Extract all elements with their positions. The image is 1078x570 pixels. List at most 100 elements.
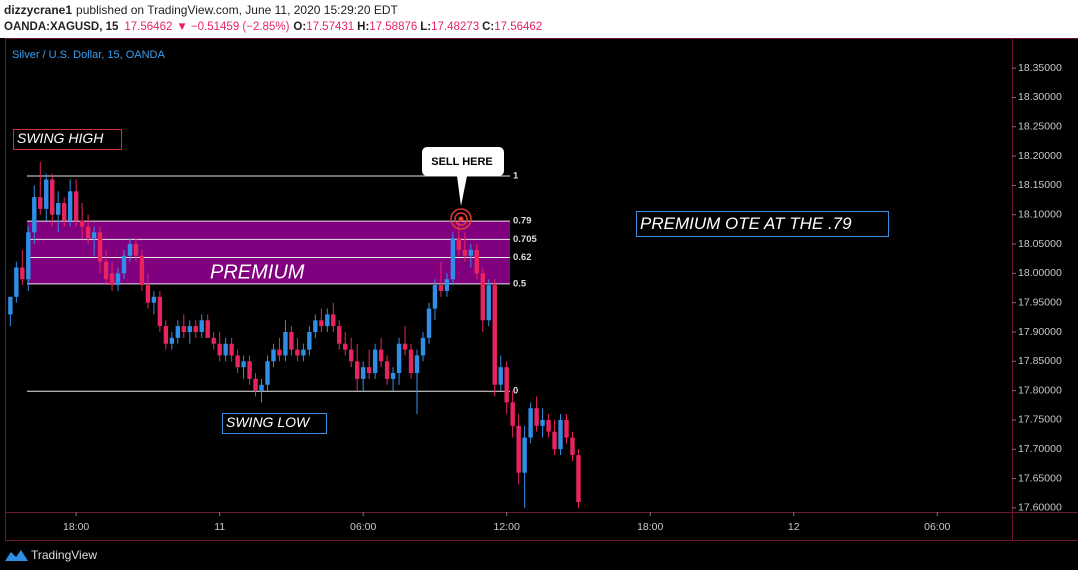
candle-body — [426, 308, 432, 338]
last-price: 17.56462 — [124, 21, 172, 33]
candle-body — [151, 296, 157, 303]
candle-body — [229, 343, 234, 356]
candle-body — [396, 343, 402, 374]
ohlc-label: H: — [357, 21, 369, 33]
candle-body — [217, 343, 222, 356]
callout: SELL HERE — [422, 147, 504, 230]
axes: 18.35000 18.30000 18.25000 18.20000 18.15000… — [63, 62, 1062, 533]
candle-body — [277, 349, 282, 356]
candle-body — [14, 267, 19, 297]
candle-body — [235, 355, 240, 368]
candle-body — [8, 296, 13, 315]
y-tick-label: 18.05000 — [1018, 238, 1062, 250]
x-tick-label: 18:00 — [637, 521, 663, 533]
target-dot — [458, 216, 464, 222]
candle-body — [534, 408, 539, 426]
candle-body — [253, 378, 258, 391]
fib-label: 0.62 — [513, 252, 532, 263]
y-tick-label: 18.00000 — [1018, 267, 1062, 279]
candle-body — [211, 337, 216, 344]
ohlc-label: L: — [420, 21, 431, 33]
candle-body — [127, 244, 133, 256]
x-tick-label: 06:00 — [924, 521, 950, 533]
candle-body — [522, 437, 527, 473]
candle-body — [265, 361, 270, 385]
candle-body — [408, 349, 414, 374]
candle-body — [26, 232, 31, 280]
author: dizzycrane1 — [4, 3, 72, 17]
candle-body — [474, 249, 480, 274]
ohlc-value: 17.56462 — [494, 21, 542, 33]
candle-body — [205, 320, 210, 338]
candle-body — [360, 367, 366, 379]
candle-body — [402, 343, 408, 350]
x-tick-label: 12 — [788, 521, 800, 533]
frame — [5, 38, 1078, 541]
candle-body — [468, 249, 474, 256]
candle-body — [223, 343, 228, 356]
x-tick-label: 06:00 — [350, 521, 376, 533]
brand: TradingView — [31, 548, 97, 562]
y-tick-label: 17.75000 — [1018, 414, 1062, 426]
candle-body — [157, 296, 163, 327]
symbol-line: OANDA:XAGUSD, 15 17.56462 ▼ −0.51459 (−2.8… — [4, 21, 542, 33]
candle-body — [510, 402, 515, 426]
y-tick-label: 18.25000 — [1018, 121, 1062, 133]
candle-body — [175, 326, 181, 338]
candle-body — [462, 249, 468, 256]
brand-logo — [5, 550, 28, 561]
candle-body — [504, 367, 509, 403]
y-tick-label: 17.85000 — [1018, 355, 1062, 367]
x-tick-label: 11 — [214, 521, 225, 533]
published: published on TradingView.com, June 11, 2… — [76, 3, 398, 17]
candle-body — [61, 203, 67, 221]
candle-body — [199, 320, 204, 332]
candle-body — [295, 349, 300, 356]
candle-body — [187, 326, 192, 332]
candle-body — [516, 425, 521, 473]
y-tick-label: 18.10000 — [1018, 209, 1062, 221]
price-change: ▼ −0.51459 (−2.85%) — [176, 21, 289, 33]
candle-body — [283, 331, 288, 356]
candle-body — [38, 197, 43, 209]
ohlc-label: C: — [482, 21, 494, 33]
candle-body — [331, 314, 336, 327]
candle-body — [97, 232, 103, 262]
y-tick-label: 17.95000 — [1018, 296, 1062, 308]
fib-label: 0 — [513, 386, 518, 397]
y-tick-label: 17.90000 — [1018, 326, 1062, 338]
fib-label: 1 — [513, 171, 519, 182]
candle-body — [163, 326, 169, 344]
candle-body — [115, 273, 121, 286]
candle-body — [552, 431, 557, 450]
candle-body — [145, 285, 151, 303]
candle-body — [355, 361, 360, 379]
candle-body — [169, 337, 175, 344]
candle-body — [325, 314, 330, 327]
candle-body — [301, 349, 306, 356]
callout-label: SELL HERE — [431, 156, 493, 168]
x-tick-label: 12:00 — [494, 521, 520, 533]
candle-body — [337, 326, 342, 344]
ohlc-value: 17.57431 — [306, 21, 354, 33]
candle-body — [289, 331, 294, 350]
candle-body — [570, 437, 575, 456]
candle-body — [432, 285, 438, 309]
y-tick-label: 18.35000 — [1018, 62, 1062, 74]
x-tick-label: 18:00 — [63, 521, 89, 533]
fib-label: 0.5 — [513, 278, 527, 289]
candle-body — [271, 349, 276, 362]
candle-body — [103, 261, 109, 280]
candle-body — [492, 285, 497, 385]
header-bg — [0, 0, 1078, 38]
candle-body — [181, 326, 186, 332]
candle-body — [372, 349, 378, 374]
candle-body — [319, 320, 324, 327]
y-tick-label: 18.15000 — [1018, 179, 1062, 191]
candle-body — [546, 419, 551, 432]
fib-label: 0.705 — [513, 234, 537, 245]
candle-body — [450, 238, 456, 280]
candle-body — [73, 191, 79, 221]
